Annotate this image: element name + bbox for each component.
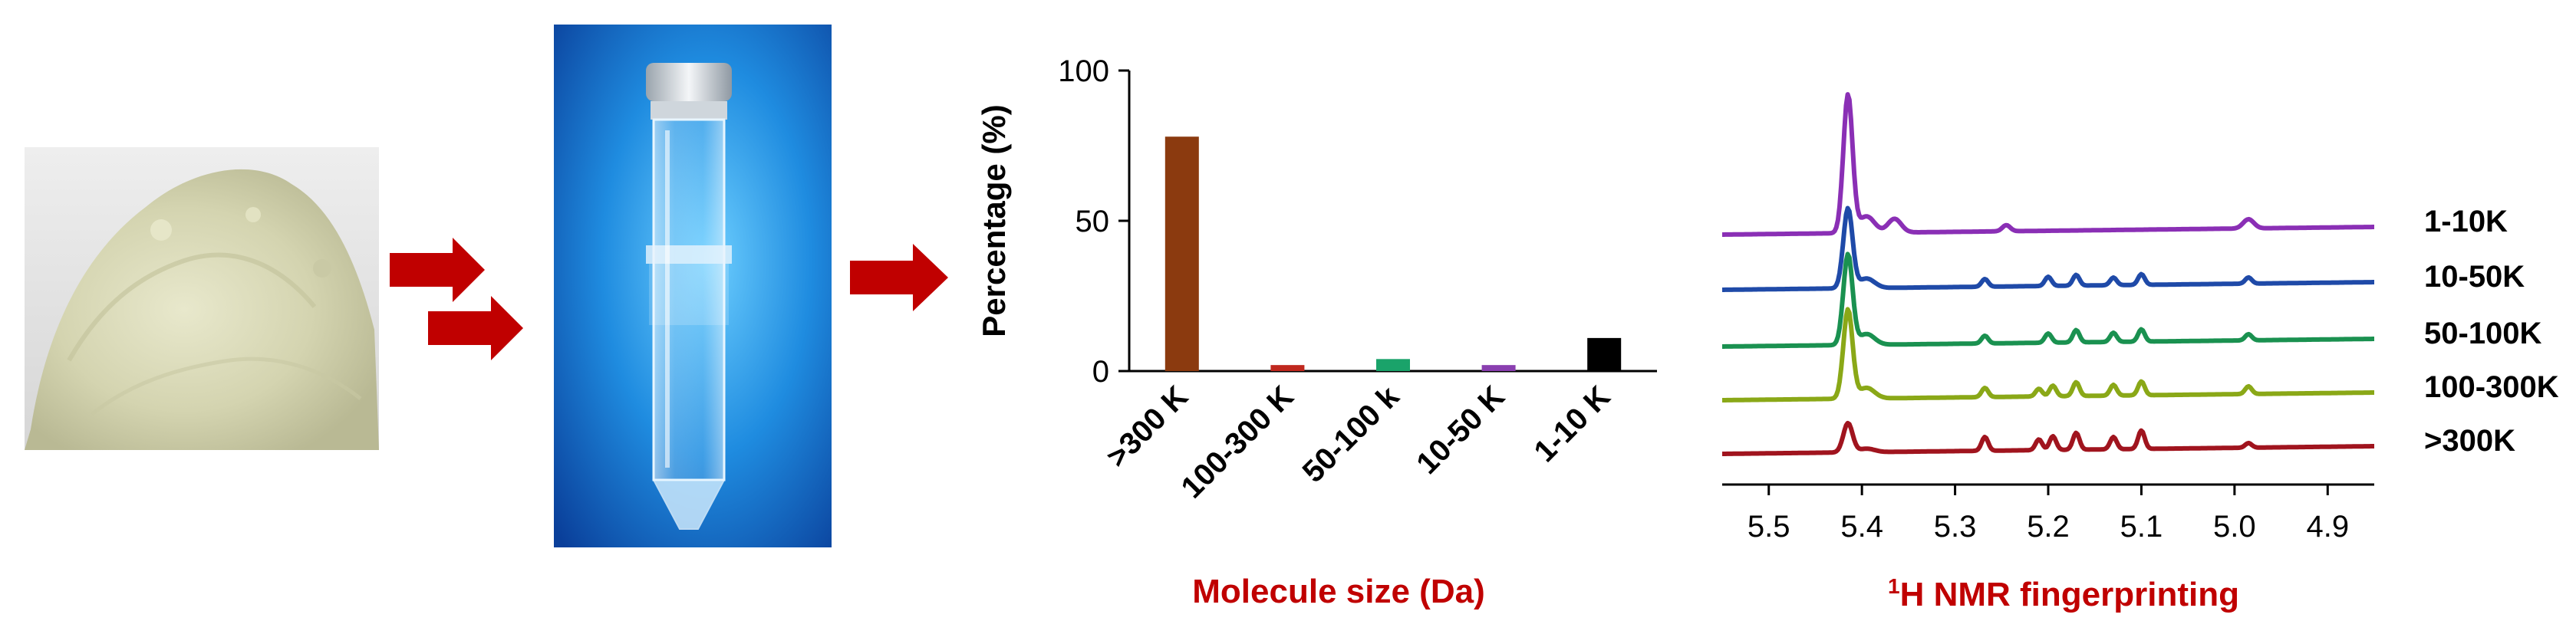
nmr-x-tick-label: 5.3	[1934, 510, 1977, 544]
arrow-1	[390, 238, 485, 302]
nmr-x-tick-label: 5.1	[2120, 510, 2163, 544]
bar-category-label: 10-50 K	[1410, 380, 1511, 481]
bar-category-label: >300 K	[1100, 380, 1194, 474]
bar	[1164, 136, 1199, 372]
bar	[1376, 359, 1410, 371]
nmr-series-label: 10-50K	[2424, 260, 2525, 294]
bar-x-axis-label: Molecule size (Da)	[1192, 573, 1484, 610]
bar	[1481, 365, 1516, 371]
nmr-x-tick-label: 5.4	[1840, 510, 1883, 544]
bar-category-label: 1-10 K	[1528, 380, 1617, 468]
arrow-3	[850, 244, 948, 311]
bar-y-tick-label: 0	[1092, 355, 1109, 389]
arrow-2	[428, 296, 523, 360]
bar	[1270, 365, 1305, 371]
nmr-series-label: 100-300K	[2424, 370, 2559, 404]
nmr-series-line	[1721, 420, 2375, 456]
nmr-series-line	[1721, 205, 2375, 292]
centrifuge-tube-photo	[554, 25, 832, 547]
nmr-x-tick-label: 5.2	[2027, 510, 2070, 544]
nmr-chart: 5.5 5.4 5.3 5.2 5.1 5.0 4.9 1-10K 10-50K 50-100K…	[1721, 92, 2559, 613]
powder-photo	[25, 147, 379, 450]
bar-y-tick-label: 50	[1076, 205, 1110, 238]
nmr-series-line	[1721, 307, 2375, 402]
nmr-series-line	[1721, 92, 2375, 237]
nmr-x-tick-label: 5.0	[2213, 510, 2256, 544]
nmr-x-tick-label: 4.9	[2306, 510, 2349, 544]
bar-category-label: 100-300 K	[1175, 380, 1300, 504]
bar	[1587, 337, 1622, 371]
nmr-series-label: >300K	[2424, 424, 2515, 458]
bar-category-label: 50-100 k	[1296, 380, 1406, 489]
nmr-series-line	[1721, 251, 2375, 349]
bar-y-axis-label: Percentage (%)	[976, 104, 1012, 337]
nmr-series-label: 50-100K	[2424, 317, 2542, 350]
nmr-x-axis-label-text: H NMR fingerprinting	[1900, 576, 2239, 613]
nmr-series-label: 1-10K	[2424, 205, 2508, 238]
nmr-x-axis-label: 1H NMR fingerprinting	[1888, 574, 2239, 613]
nmr-x-axis-label-superscript: 1	[1888, 574, 1900, 598]
bar-y-tick-label: 100	[1058, 54, 1109, 88]
nmr-x-tick-label: 5.5	[1748, 510, 1790, 544]
